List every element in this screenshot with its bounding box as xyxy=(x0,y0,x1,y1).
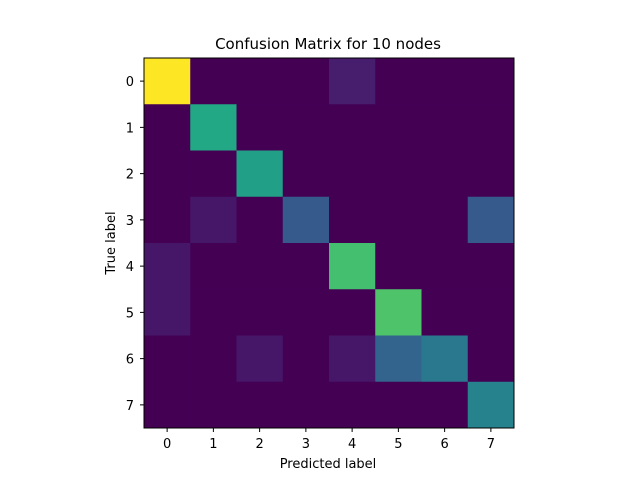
heatmap-cell-r0-c3 xyxy=(282,58,330,105)
y-tick-label: 2 xyxy=(126,168,134,183)
heatmap-cell-r2-c3 xyxy=(282,150,330,198)
chart-title: Confusion Matrix for 10 nodes xyxy=(215,35,441,53)
heatmap-cell-r2-c2 xyxy=(236,150,284,198)
heatmap-cells xyxy=(144,58,515,429)
heatmap-cell-r4-c2 xyxy=(236,243,284,290)
x-tick-label: 5 xyxy=(394,437,402,452)
x-tick-label: 1 xyxy=(209,437,217,452)
x-tick-label: 2 xyxy=(255,437,263,452)
heatmap-cell-r0-c2 xyxy=(236,58,284,105)
heatmap-cell-r2-c4 xyxy=(329,150,376,198)
heatmap-cell-r4-c5 xyxy=(375,243,422,290)
heatmap-cell-r3-c2 xyxy=(236,196,284,244)
x-axis-ticks: 0 1 2 3 4 5 6 7 xyxy=(163,428,495,452)
heatmap-cell-r5-c3 xyxy=(282,289,330,336)
y-tick-label: 4 xyxy=(126,260,134,275)
heatmap-cell-r0-c0 xyxy=(144,58,191,105)
heatmap-cell-r5-c1 xyxy=(190,289,237,336)
y-tick-label: 7 xyxy=(126,399,134,414)
heatmap-cell-r7-c2 xyxy=(236,381,284,429)
heatmap-cell-r0-c5 xyxy=(375,58,422,105)
heatmap-cell-r4-c4 xyxy=(329,243,376,290)
heatmap-cell-r6-c4 xyxy=(329,335,376,383)
heatmap-cell-r3-c7 xyxy=(467,196,515,244)
y-tick-label: 3 xyxy=(126,214,134,229)
heatmap-cell-r7-c6 xyxy=(421,381,469,429)
heatmap-cell-r4-c1 xyxy=(190,243,237,290)
heatmap-cell-r7-c0 xyxy=(144,381,191,429)
y-tick-label: 6 xyxy=(126,353,134,368)
heatmap-cell-r5-c5 xyxy=(375,289,422,336)
heatmap-cell-r2-c5 xyxy=(375,150,422,198)
heatmap-cell-r2-c1 xyxy=(190,150,237,198)
heatmap-cell-r2-c6 xyxy=(421,150,469,198)
plot-frame xyxy=(143,57,515,429)
heatmap-cell-r0-c4 xyxy=(329,58,376,105)
heatmap-cell-r3-c0 xyxy=(144,196,191,244)
y-tick-label: 5 xyxy=(126,306,134,321)
x-tick-label: 3 xyxy=(302,437,310,452)
x-tick-label: 0 xyxy=(163,437,171,452)
heatmap-cell-r3-c4 xyxy=(329,196,376,244)
heatmap-cell-r2-c0 xyxy=(144,150,191,198)
heatmap-cell-r6-c3 xyxy=(282,335,330,383)
x-tick-label: 6 xyxy=(440,437,448,452)
heatmap-cell-r6-c1 xyxy=(190,335,237,383)
heatmap-cell-r1-c3 xyxy=(282,104,330,151)
x-axis-label: Predicted label xyxy=(280,457,377,472)
heatmap-cell-r7-c5 xyxy=(375,381,422,429)
y-tick-label: 0 xyxy=(126,75,134,90)
heatmap-cell-r6-c5 xyxy=(375,335,422,383)
heatmap-cell-r5-c6 xyxy=(421,289,469,336)
heatmap-cell-r7-c7 xyxy=(467,381,515,429)
heatmap-cell-r3-c5 xyxy=(375,196,422,244)
heatmap-cell-r0-c1 xyxy=(190,58,237,105)
heatmap-cell-r1-c1 xyxy=(190,104,237,151)
heatmap-cell-r3-c6 xyxy=(421,196,469,244)
heatmap-cell-r1-c5 xyxy=(375,104,422,151)
heatmap-cell-r7-c1 xyxy=(190,381,237,429)
heatmap-cell-r3-c1 xyxy=(190,196,237,244)
heatmap-cell-r4-c7 xyxy=(467,243,515,290)
y-tick-label: 1 xyxy=(126,121,134,136)
heatmap-cell-r5-c2 xyxy=(236,289,284,336)
heatmap-cell-r7-c3 xyxy=(282,381,330,429)
y-axis-ticks: 0 1 2 3 4 5 6 7 xyxy=(126,75,144,414)
heatmap-cell-r5-c7 xyxy=(467,289,515,336)
heatmap-cell-r4-c3 xyxy=(282,243,330,290)
heatmap-cell-r0-c6 xyxy=(421,58,469,105)
heatmap-cell-r2-c7 xyxy=(467,150,515,198)
x-tick-label: 4 xyxy=(348,437,356,452)
x-tick-label: 7 xyxy=(487,437,495,452)
heatmap-cell-r6-c2 xyxy=(236,335,284,383)
y-axis-label: True label xyxy=(104,211,119,275)
heatmap-cell-r4-c0 xyxy=(144,243,191,290)
heatmap-cell-r1-c6 xyxy=(421,104,469,151)
heatmap-cell-r6-c0 xyxy=(144,335,191,383)
heatmap-cell-r6-c6 xyxy=(421,335,469,383)
heatmap-cell-r3-c3 xyxy=(282,196,330,244)
heatmap-cell-r7-c4 xyxy=(329,381,376,429)
heatmap-cell-r0-c7 xyxy=(467,58,515,105)
heatmap-cell-r6-c7 xyxy=(467,335,515,383)
heatmap-cell-r1-c7 xyxy=(467,104,515,151)
heatmap-cell-r1-c2 xyxy=(236,104,284,151)
heatmap-cell-r4-c6 xyxy=(421,243,469,290)
heatmap-cell-r1-c4 xyxy=(329,104,376,151)
heatmap-cell-r1-c0 xyxy=(144,104,191,151)
heatmap-cell-r5-c4 xyxy=(329,289,376,336)
heatmap-cell-r5-c0 xyxy=(144,289,191,336)
